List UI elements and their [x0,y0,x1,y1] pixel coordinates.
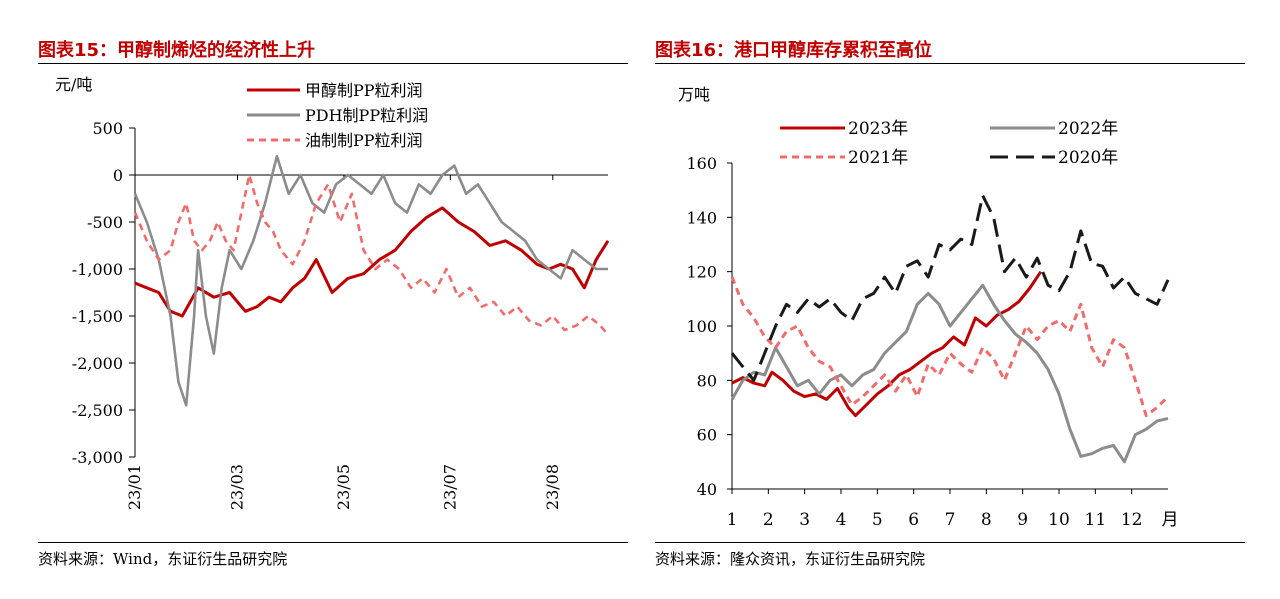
right-series-line-4 [730,194,1170,382]
left-figure-title: 图表15：甲醇制烯烃的经济性上升 [38,40,316,61]
left-y-tick-label: -2,000 [72,354,123,373]
right-x-tick-label: 2 [763,510,774,530]
right-y-tick-label: 100 [686,317,717,336]
left-y-tick-label: -2,500 [72,401,123,420]
left-legend-label-1: 甲醇制PP粒利润 [305,81,423,100]
right-x-tick-label: 11 [1085,510,1107,530]
right-x-tick-label: 7 [945,510,956,530]
right-x-tick-label: 4 [836,510,847,530]
left-y-axis-label: 元/吨 [55,75,92,94]
left-x-tick-label: 23/05 [334,464,353,510]
right-top-rule [655,63,1245,64]
left-series-line-2 [133,154,608,407]
right-y-tick-label: 160 [686,154,717,173]
left-y-tick-label: -3,000 [72,448,123,467]
left-top-rule [38,63,628,64]
left-bottom-rule [38,542,628,543]
left-y-tick-label: -1,500 [72,307,123,326]
left-y-tick-label: 0 [113,166,123,185]
left-source: 资料来源：Wind，东证衍生品研究院 [38,550,288,568]
right-x-tick-label: 6 [908,510,919,530]
left-chart: 元/吨 500 0 -500 -1,000 -1,500 -2,000 -2,500 -3,00… [55,75,610,510]
right-bottom-rule [655,542,1245,543]
left-x-tick-label: 23/03 [227,464,246,510]
right-series-line-1 [731,270,1043,418]
left-series-line-1 [134,206,610,318]
right-x-tick-label: 5 [872,510,883,530]
right-legend-label-3: 2021年 [848,148,908,168]
left-series-line-3 [133,173,609,336]
right-y-tick-label: 40 [697,480,717,499]
right-y-tick-label: 120 [686,263,717,282]
left-x-tick-label: 23/01 [125,464,144,510]
right-y-axis-label: 万吨 [678,85,710,104]
right-legend-label-4: 2020年 [1058,148,1118,168]
right-legend-label-2: 2022年 [1058,119,1118,139]
left-x-tick-label: 23/07 [440,464,459,510]
right-x-axis-label: 月 [1162,510,1179,530]
right-y-tick-label: 60 [697,426,717,445]
left-legend-label-3: 油制制PP粒利润 [305,131,423,150]
right-y-tick-label: 140 [686,208,717,227]
left-y-tick-label: -1,000 [72,260,123,279]
right-x-tick-label: 12 [1121,510,1143,530]
right-x-tick-label: 3 [799,510,810,530]
right-x-tick-label: 8 [981,510,992,530]
right-series-line-3 [730,276,1170,418]
right-x-tick-label: 1 [727,510,738,530]
left-y-tick-label: 500 [92,119,123,138]
right-figure-title: 图表16：港口甲醇库存累积至高位 [655,40,933,61]
right-x-tick-label: 10 [1048,510,1070,530]
left-x-tick-label: 23/08 [543,464,562,510]
right-source: 资料来源：隆众资讯，东证衍生品研究院 [655,550,926,568]
left-y-tick-label: -500 [87,213,123,232]
right-x-tick-label: 9 [1017,510,1028,530]
right-series-line-2 [730,283,1169,464]
right-legend-label-1: 2023年 [848,119,908,139]
left-legend-label-2: PDH制PP粒利润 [305,106,428,125]
right-y-tick-label: 80 [697,371,717,390]
